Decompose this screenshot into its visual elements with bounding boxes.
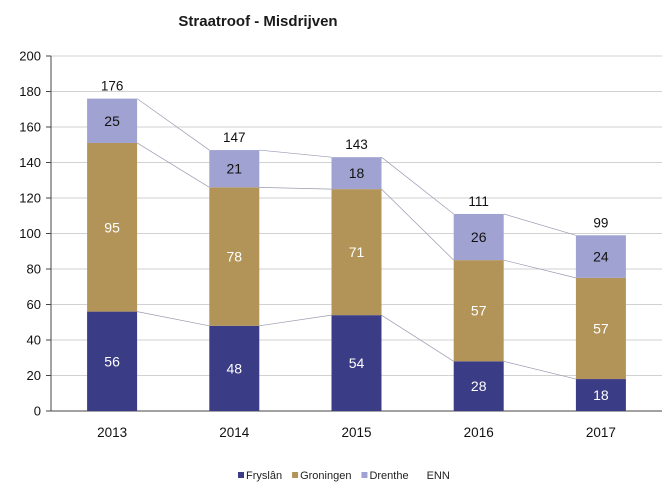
segment-value-label: 25 xyxy=(104,113,120,129)
series-connector-line xyxy=(381,188,454,261)
bar-segment xyxy=(209,150,260,188)
segment-value-label: 18 xyxy=(349,165,365,181)
y-tick-label: 100 xyxy=(19,226,41,241)
series-connector-line xyxy=(503,360,576,380)
series-connector-line xyxy=(381,156,454,215)
y-tick-label: 200 xyxy=(19,49,41,64)
bar-segment xyxy=(87,311,138,411)
segment-value-label: 48 xyxy=(227,360,243,376)
segment-value-label: 28 xyxy=(471,378,487,394)
segment-value-label: 95 xyxy=(104,219,120,235)
x-tick-label: 2016 xyxy=(464,425,494,440)
bar-segment xyxy=(209,325,260,411)
y-tick-label: 40 xyxy=(27,333,41,348)
x-tick-label: 2015 xyxy=(341,425,371,440)
total-value-label: 176 xyxy=(101,79,124,94)
series-connector-line xyxy=(259,187,332,190)
series-connector-line xyxy=(381,314,454,362)
data-labels: 56 95 25 176 2013 48 78 21 147 2014 54 71 18 143 2015 2… xyxy=(97,79,616,440)
series-connector-line xyxy=(136,98,210,151)
y-tick-label: 0 xyxy=(34,404,41,419)
y-tick-label: 120 xyxy=(19,191,41,206)
y-tick-label: 80 xyxy=(27,262,41,277)
segment-value-label: 57 xyxy=(593,320,609,336)
bar-segment xyxy=(575,277,626,380)
legend-entry-label: Groningen xyxy=(300,470,351,482)
total-value-label: 143 xyxy=(345,137,368,152)
y-tick-label: 160 xyxy=(19,120,41,135)
bar-segment xyxy=(575,379,626,411)
total-value-label: 111 xyxy=(468,194,489,209)
series-connector-line xyxy=(259,149,332,158)
bar-segment xyxy=(331,315,382,411)
legend-entry-label: ENN xyxy=(427,470,450,482)
y-tick-label: 180 xyxy=(19,84,41,99)
series-connector-line xyxy=(503,213,576,236)
y-tick-label: 140 xyxy=(19,155,41,170)
segment-value-label: 56 xyxy=(104,353,120,369)
legend: Fryslân Groningen Drenthe ENN xyxy=(238,470,450,482)
segment-value-label: 78 xyxy=(227,249,243,265)
legend-swatch xyxy=(292,472,299,478)
y-axis: 0 20 40 60 80 100 120 140 160 180 200 xyxy=(19,49,662,419)
bar-segment xyxy=(575,235,626,278)
x-tick-label: 2013 xyxy=(97,425,127,440)
legend-swatch xyxy=(361,472,368,478)
series-connector-line xyxy=(137,311,210,327)
segment-value-label: 21 xyxy=(227,161,243,177)
bar-segment xyxy=(209,187,260,326)
bar-segment xyxy=(453,260,504,362)
segment-value-label: 57 xyxy=(471,303,487,319)
series-connector-line xyxy=(503,259,576,279)
legend-entry-label: Fryslân xyxy=(246,470,282,482)
y-tick-label: 20 xyxy=(27,368,41,383)
connector-lines xyxy=(136,98,576,380)
segment-value-label: 54 xyxy=(349,355,365,371)
x-tick-label: 2014 xyxy=(219,425,250,440)
bar-segment xyxy=(87,142,138,312)
bars xyxy=(87,98,626,411)
segment-value-label: 71 xyxy=(349,244,365,260)
total-value-label: 99 xyxy=(593,215,608,230)
bar-segment xyxy=(87,98,138,143)
segment-value-label: 18 xyxy=(593,387,609,403)
segment-value-label: 26 xyxy=(471,229,487,245)
x-tick-label: 2017 xyxy=(586,425,616,440)
legend-entry-label: Drenthe xyxy=(369,470,408,482)
series-connector-line xyxy=(136,142,210,188)
series-connector-line xyxy=(259,314,332,327)
y-tick-label: 60 xyxy=(27,297,41,312)
chart-title: Straatroof - Misdrijven xyxy=(178,13,337,30)
bar-segment xyxy=(453,361,504,411)
bar-segment xyxy=(331,157,382,190)
bar-segment xyxy=(453,213,504,261)
bar-segment xyxy=(331,189,382,316)
legend-swatch xyxy=(238,472,244,478)
segment-value-label: 24 xyxy=(593,249,609,265)
total-value-label: 147 xyxy=(223,130,246,145)
